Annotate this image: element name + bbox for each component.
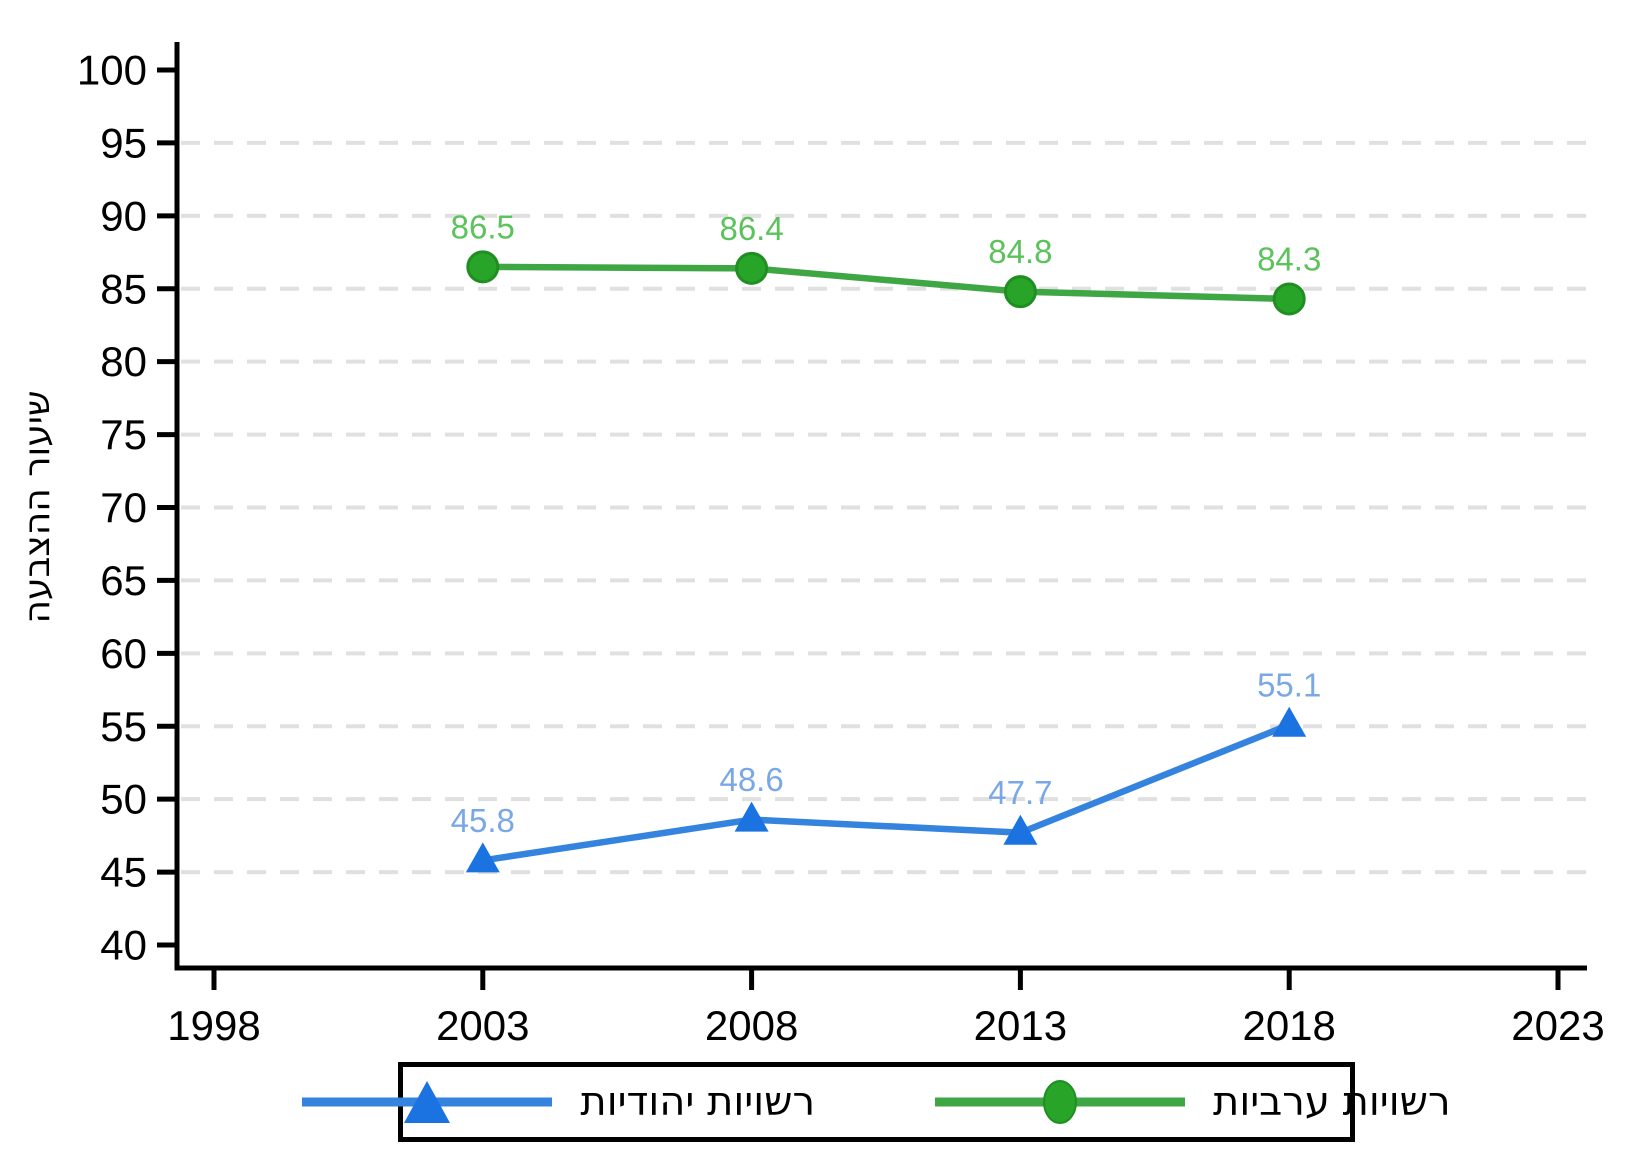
y-tick-label: 60 (100, 630, 147, 677)
y-tick-label: 90 (100, 192, 147, 239)
data-label: 86.4 (719, 210, 783, 247)
x-tick-label: 2003 (436, 1002, 529, 1049)
series-line-triangle (479, 721, 1293, 864)
data-label: 84.8 (988, 233, 1052, 270)
y-tick-label: 65 (100, 557, 147, 604)
y-tick-label: 100 (77, 47, 147, 94)
series-line-circle (479, 263, 1293, 303)
data-label: 45.8 (451, 802, 515, 839)
y-axis-title: שיעור ההצבעה (17, 390, 58, 624)
y-tick-label: 95 (100, 119, 147, 166)
marker-circle (1003, 275, 1037, 309)
legend-label-arab: רשויות ערביות (1213, 1079, 1451, 1125)
x-tick-label: 2023 (1511, 1002, 1604, 1049)
x-tick-label: 2018 (1242, 1002, 1335, 1049)
y-tick-label: 70 (100, 484, 147, 531)
y-tick-label: 85 (100, 265, 147, 312)
y-tick-label: 40 (100, 922, 147, 969)
marker-triangle (1272, 706, 1307, 737)
y-tick-label: 50 (100, 776, 147, 823)
y-tick-label: 80 (100, 338, 147, 385)
data-label: 48.6 (719, 761, 783, 798)
triangle-marker-icon (302, 1081, 553, 1123)
x-tick-label: 1998 (167, 1002, 260, 1049)
data-label: 84.3 (1257, 240, 1321, 277)
legend-item-arab: רשויות ערביות (935, 1076, 1451, 1128)
marker-triangle (465, 842, 500, 873)
x-tick-label: 2013 (974, 1002, 1067, 1049)
y-tick-label: 45 (100, 849, 147, 896)
marker-circle (1272, 282, 1306, 316)
data-label: 86.5 (451, 208, 515, 245)
y-tick-label: 55 (100, 703, 147, 750)
x-tick-label: 2008 (705, 1002, 798, 1049)
circle-marker-icon (935, 1080, 1186, 1124)
legend-box: רשויות יהודיות רשויות ערביות (302, 1062, 1451, 1142)
legend-item-jewish: רשויות יהודיות (302, 1076, 815, 1128)
data-label: 47.7 (988, 774, 1052, 811)
marker-triangle (734, 801, 769, 832)
y-tick-label: 75 (100, 411, 147, 458)
marker-circle (466, 250, 500, 284)
legend-label-jewish: רשויות יהודיות (580, 1079, 816, 1125)
marker-circle (735, 251, 769, 285)
data-label: 55.1 (1257, 666, 1321, 703)
marker-triangle (1003, 814, 1038, 845)
